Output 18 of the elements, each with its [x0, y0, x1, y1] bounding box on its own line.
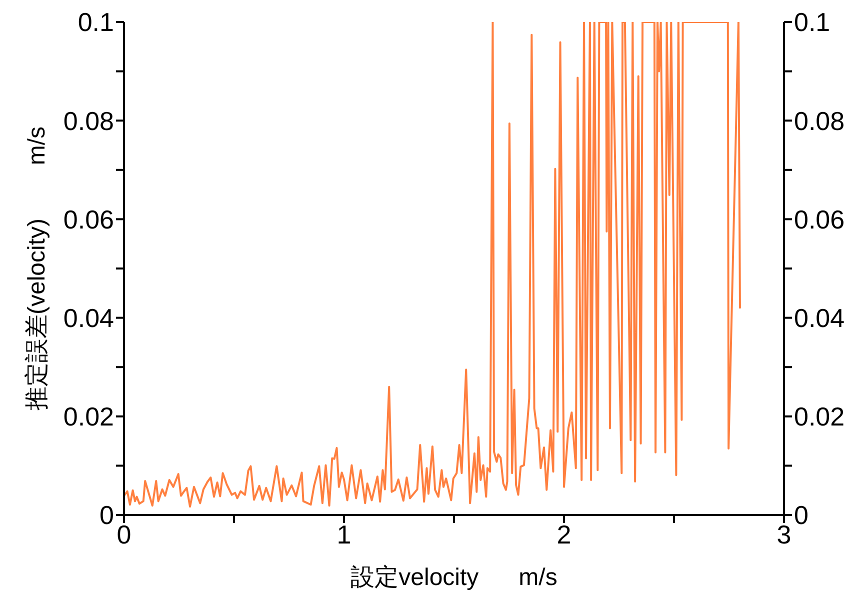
y2-tick-label: 0.06 [794, 204, 845, 234]
x-tick-label: 3 [776, 519, 792, 550]
y-tick-label: 0.04 [63, 303, 114, 334]
y-tick-label: 0.06 [63, 204, 114, 234]
x-axis-title: 設定velocity m/s [350, 564, 558, 591]
y-axis-title: 推定誤差(velocity) m/s [23, 126, 50, 411]
y2-tick-label: 0.04 [794, 303, 845, 334]
y2-tick-label: 0 [794, 500, 808, 530]
y-tick-label: 0.1 [78, 7, 114, 38]
y-tick-label: 0.02 [63, 402, 114, 432]
x-tick-label: 2 [556, 519, 572, 550]
y-tick-label: 0 [100, 500, 114, 530]
y-tick-label: 0.08 [63, 106, 114, 136]
line-series [124, 22, 741, 508]
x-tick-label: 1 [336, 519, 352, 550]
y2-tick-label: 0.08 [794, 106, 845, 136]
y2-tick-label: 0.1 [794, 7, 830, 38]
y2-tick-label: 0.02 [794, 402, 845, 432]
